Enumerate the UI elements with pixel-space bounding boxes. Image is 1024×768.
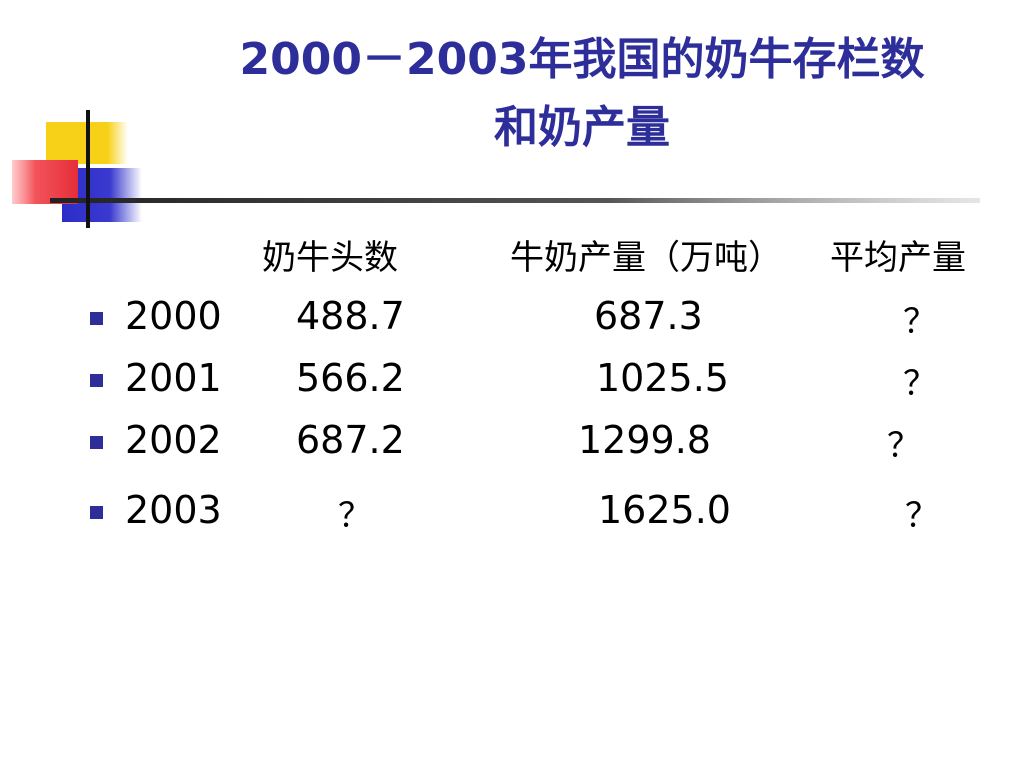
table-row-2002: 2002 687.2 1299.8 ？ (0, 418, 1024, 474)
deco-horizontal-line (50, 198, 980, 203)
table-row-2001: 2001 566.2 1025.5 ？ (0, 356, 1024, 412)
title-line-2: 和奶产量 (494, 102, 670, 153)
header-avg-output: 平均产量 (830, 238, 966, 278)
row-year: 2002 (125, 418, 222, 462)
title-decoration (12, 110, 980, 228)
row-year: 2001 (125, 356, 222, 400)
row-avg: ？ (887, 426, 921, 466)
row-cows: 488.7 (296, 294, 405, 338)
row-milk: 1625.0 (598, 488, 731, 532)
bullet-icon (90, 506, 103, 519)
row-cows: 687.2 (296, 418, 405, 462)
bullet-icon (90, 436, 103, 449)
header-cow-count: 奶牛头数 (262, 238, 398, 278)
deco-red-square (12, 160, 78, 204)
row-year: 2003 (125, 488, 222, 532)
row-avg: ？ (905, 496, 939, 536)
row-cows: 566.2 (296, 356, 405, 400)
bullet-icon (90, 374, 103, 387)
table-row-2000: 2000 488.7 687.3 ？ (0, 294, 1024, 350)
row-cows: ？ (338, 496, 372, 536)
deco-vertical-line (86, 110, 90, 228)
row-milk: 687.3 (594, 294, 703, 338)
header-milk-output: 牛奶产量（万吨） (510, 238, 782, 278)
table-header: 奶牛头数 牛奶产量（万吨） 平均产量 (0, 230, 1024, 280)
table-row-2003: 2003 ？ 1625.0 ？ (0, 488, 1024, 544)
row-year: 2000 (125, 294, 222, 338)
row-avg: ？ (903, 302, 937, 342)
bullet-icon (90, 312, 103, 325)
slide-title: 2000－2003年我国的奶牛存栏数 和奶产量 (140, 26, 1024, 162)
row-milk: 1025.5 (596, 356, 729, 400)
title-line-1: 2000－2003年我国的奶牛存栏数 (239, 34, 925, 85)
row-milk: 1299.8 (578, 418, 711, 462)
row-avg: ？ (903, 364, 937, 404)
